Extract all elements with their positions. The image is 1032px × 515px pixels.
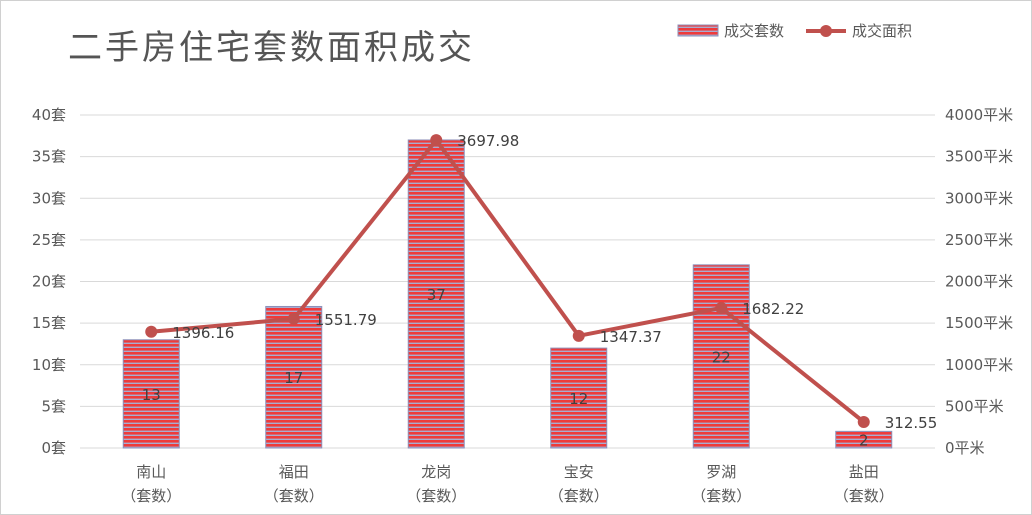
bar-value-label: 22 [712, 348, 731, 366]
line-value-label: 1551.79 [315, 311, 377, 329]
line-value-label: 1347.37 [600, 328, 662, 346]
legend-line-label: 成交面积 [852, 22, 912, 40]
right-tick-label: 1000平米 [945, 356, 1013, 374]
right-tick-label: 4000平米 [945, 106, 1013, 124]
bar [692, 264, 750, 449]
category-label-line: （套数） [549, 487, 609, 505]
left-tick-label: 10套 [32, 356, 66, 374]
bar-value-label: 37 [427, 286, 446, 304]
legend-line-marker [820, 25, 832, 37]
category-label: 福田 （套数） [264, 463, 324, 505]
right-tick-label: 3000平米 [945, 189, 1013, 207]
legend-bar-label: 成交套数 [724, 22, 784, 40]
bar-value-label: 2 [859, 432, 869, 450]
bar-series [122, 139, 893, 449]
left-tick-label: 30套 [32, 189, 66, 207]
line-series [145, 134, 870, 428]
category-label-line: （套数） [406, 487, 466, 505]
bar [835, 430, 893, 449]
category-axis: 南山 （套数） 福田 （套数） 龙岗 （套数） 宝安 （套数） 罗湖 （套数） 盐田 （套数） [121, 463, 894, 505]
line-value-label: 1682.22 [742, 300, 804, 318]
chart-title: 二手房住宅套数面积成交 [68, 28, 475, 68]
left-tick-label: 20套 [32, 273, 66, 291]
category-label: 盐田 （套数） [834, 463, 894, 505]
bar-value-label: 13 [142, 386, 161, 404]
left-tick-label: 5套 [41, 397, 66, 415]
bar [550, 347, 608, 449]
category-label-line: 盐田 [849, 463, 879, 481]
line-value-label: 312.55 [885, 414, 938, 432]
data-labels: 131737122221396.161551.793697.981347.371… [142, 132, 938, 450]
line-value-label: 1396.16 [172, 324, 234, 342]
left-tick-label: 15套 [32, 314, 66, 332]
left-tick-label: 0套 [41, 439, 66, 457]
bar-value-label: 12 [569, 390, 588, 408]
category-label-line: 罗湖 [706, 463, 736, 481]
bar [407, 139, 465, 449]
left-tick-label: 40套 [32, 106, 66, 124]
category-label-line: 宝安 [564, 463, 594, 481]
category-label-line: 龙岗 [421, 463, 451, 481]
category-label: 龙岗 （套数） [406, 463, 466, 505]
right-tick-label: 2500平米 [945, 231, 1013, 249]
line-point [857, 415, 870, 428]
right-tick-label: 0平米 [945, 439, 985, 457]
right-tick-label: 1500平米 [945, 314, 1013, 332]
category-label-line: （套数） [121, 487, 181, 505]
line-point [287, 312, 300, 325]
line-path [151, 138, 865, 424]
bar-value-label: 17 [284, 369, 303, 387]
category-label: 罗湖 （套数） [691, 463, 751, 505]
line-value-label: 3697.98 [457, 132, 519, 150]
bar [265, 305, 323, 449]
line-point [430, 134, 443, 147]
line-point [715, 301, 728, 314]
category-label-line: （套数） [691, 487, 751, 505]
left-tick-label: 35套 [32, 148, 66, 166]
line-point [572, 329, 585, 342]
line-point [145, 325, 158, 338]
category-label: 宝安 （套数） [549, 463, 609, 505]
category-label-line: 南山 [136, 463, 166, 481]
left-tick-label: 25套 [32, 231, 66, 249]
left-axis: 0套 5套 10套 15套 20套 25套 30套 35套 40套 [32, 106, 66, 457]
category-label: 南山 （套数） [121, 463, 181, 505]
right-tick-label: 500平米 [945, 397, 1004, 415]
right-tick-label: 2000平米 [945, 273, 1013, 291]
bar [122, 339, 180, 449]
category-label-line: （套数） [264, 487, 324, 505]
right-tick-label: 3500平米 [945, 148, 1013, 166]
legend-bar-swatch [677, 24, 719, 37]
right-axis: 0平米 500平米 1000平米 1500平米 2000平米 2500平米 3000平米 35… [945, 106, 1013, 457]
legend: 成交套数 成交面积 [677, 22, 912, 40]
category-label-line: 福田 [279, 463, 309, 481]
category-label-line: （套数） [834, 487, 894, 505]
